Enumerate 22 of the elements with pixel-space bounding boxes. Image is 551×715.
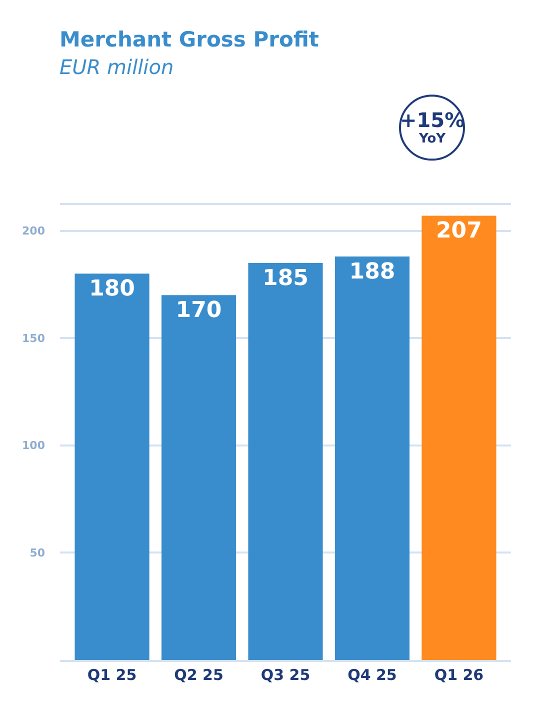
bar <box>161 295 236 660</box>
bar <box>422 216 496 660</box>
data-label: 188 <box>349 260 396 285</box>
y-tick-label: 150 <box>22 332 46 345</box>
y-tick-label: 200 <box>22 224 46 238</box>
x-tick-label: Q3 25 <box>260 666 310 684</box>
y-tick-label: 100 <box>22 439 46 452</box>
x-tick-label: Q1 26 <box>434 666 484 684</box>
x-tick-label: Q2 25 <box>174 666 224 684</box>
bar <box>334 256 410 660</box>
y-tick-label: 50 <box>30 546 46 560</box>
bar <box>248 262 323 660</box>
x-tick-label: Q4 25 <box>348 666 397 684</box>
data-label: 207 <box>436 218 482 244</box>
data-label: 170 <box>176 298 222 324</box>
data-label: 185 <box>262 266 308 291</box>
bar <box>74 274 150 660</box>
chart-subtitle: EUR million <box>60 54 174 79</box>
x-tick-label: Q1 25 <box>87 666 137 684</box>
text: +15% YoY <box>400 108 465 147</box>
chart-title: Merchant Gross Profit <box>60 27 319 52</box>
data-label: 180 <box>89 276 136 302</box>
